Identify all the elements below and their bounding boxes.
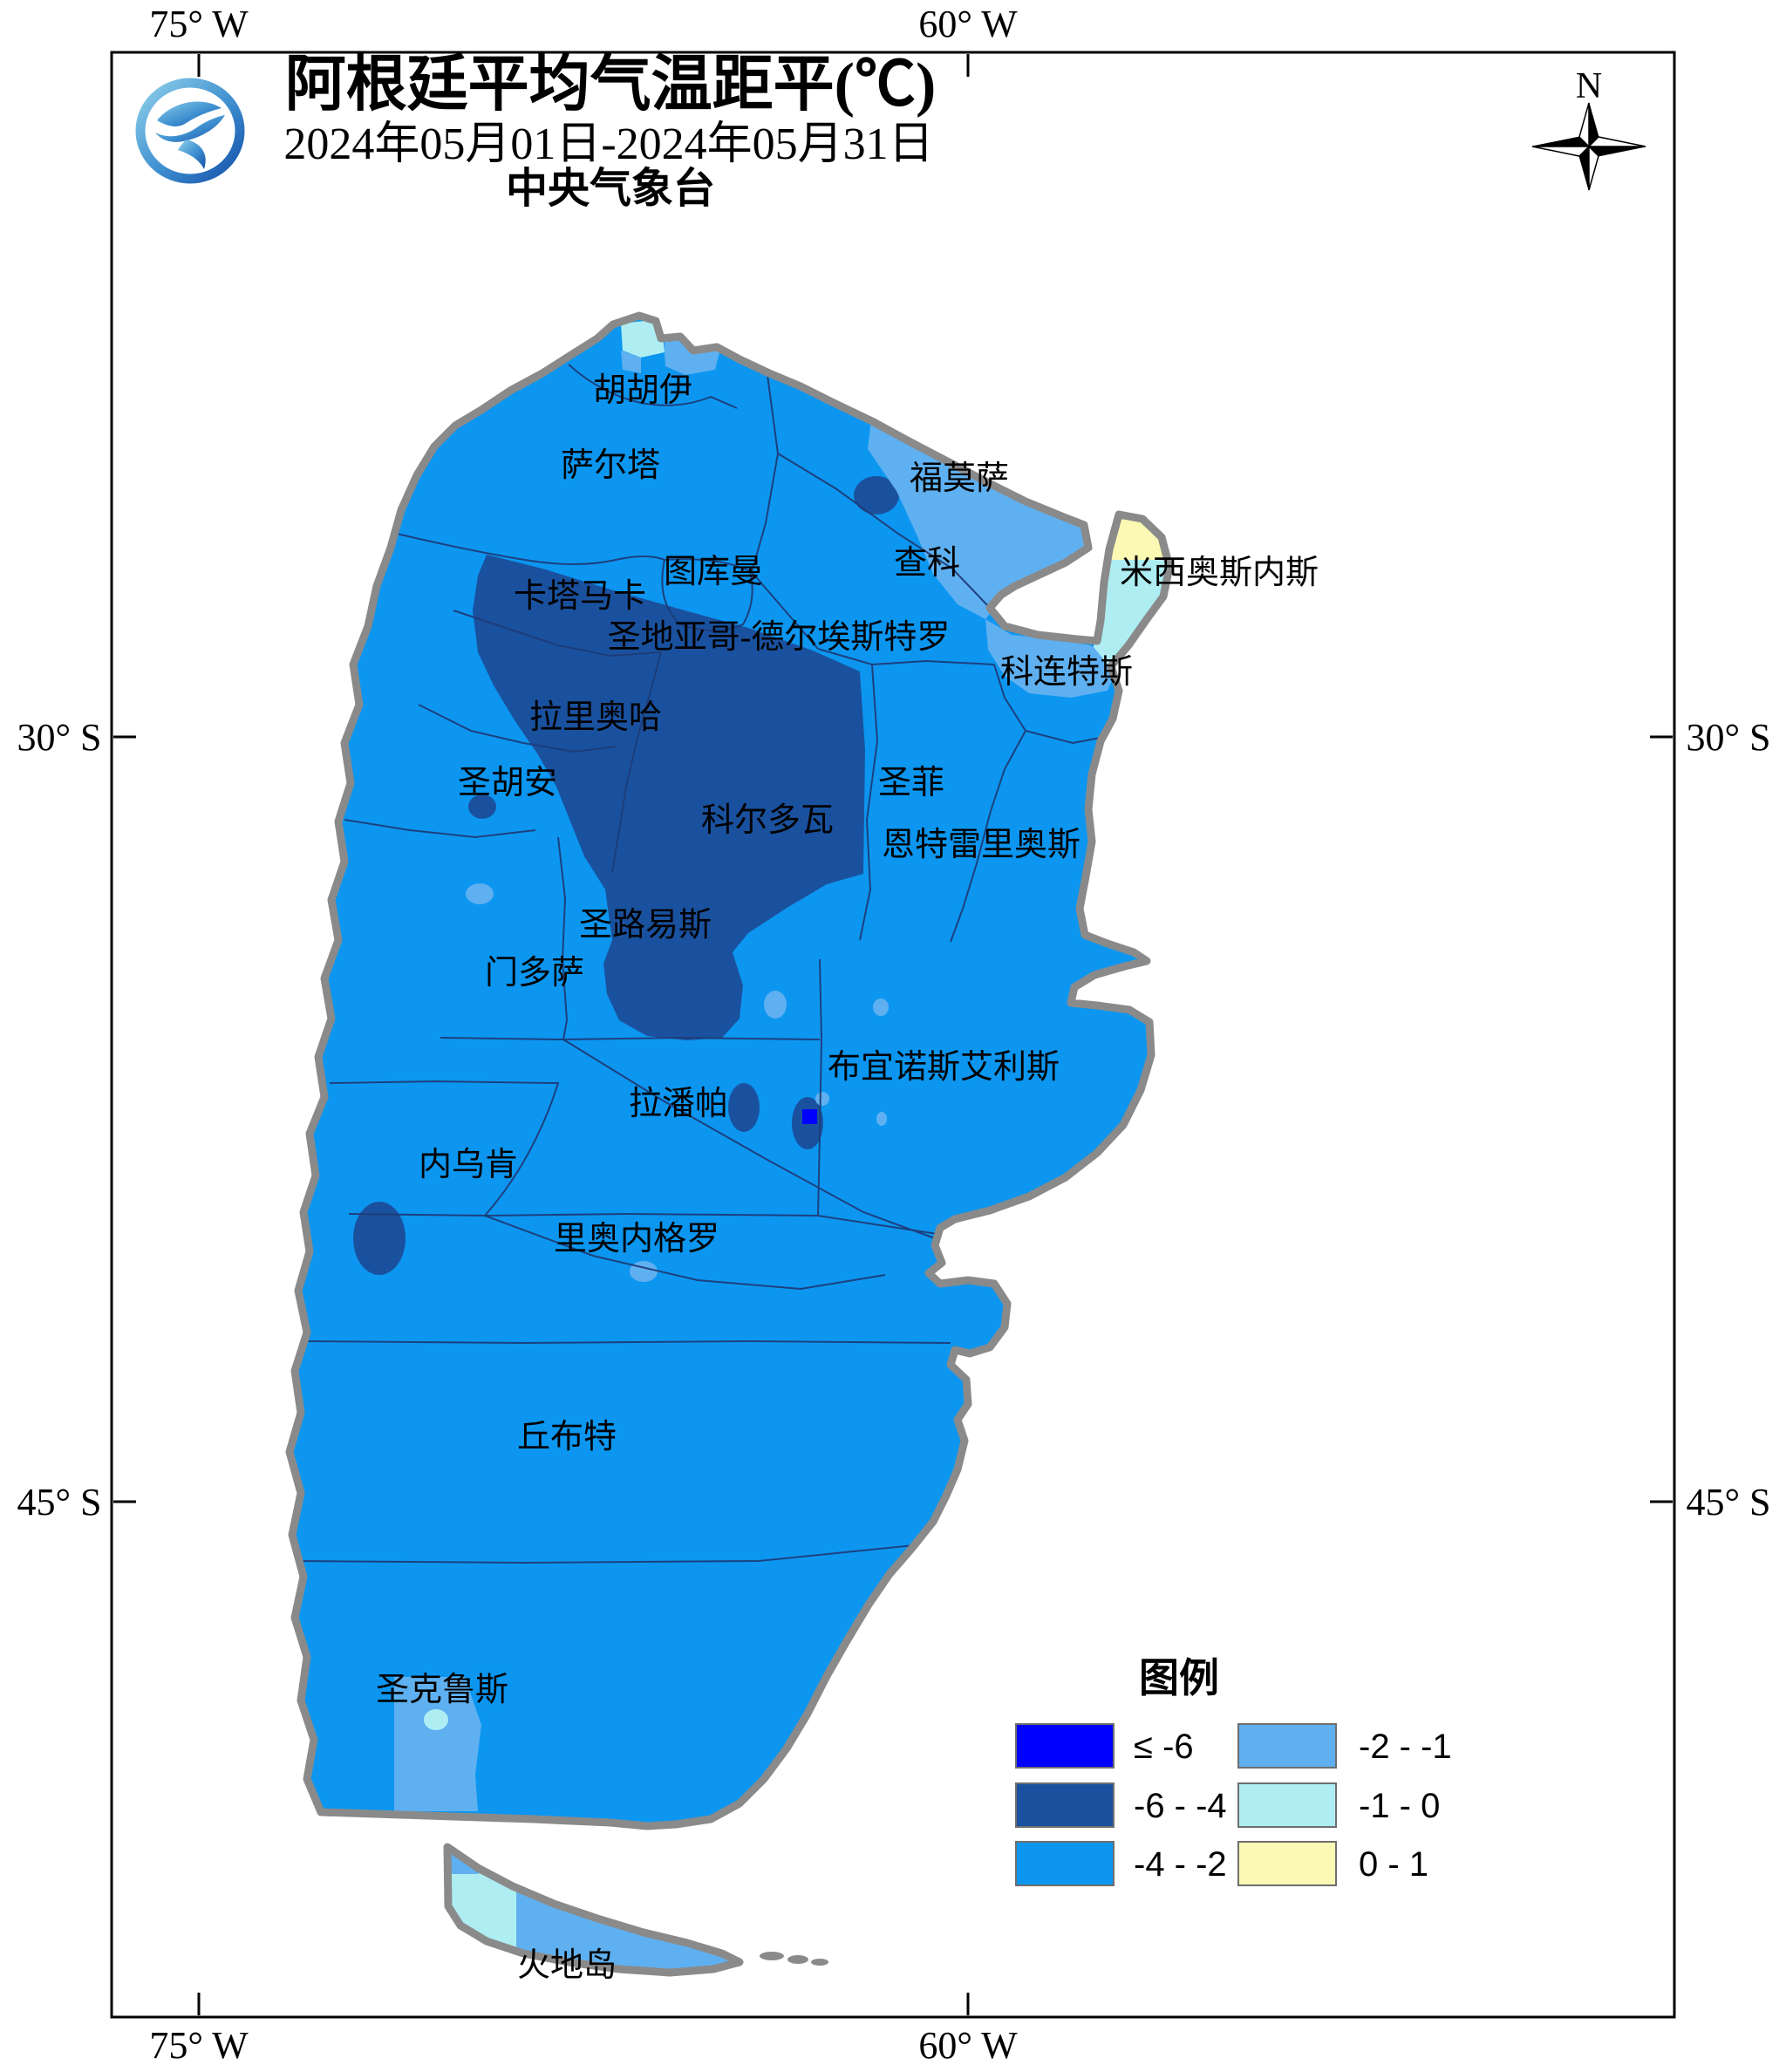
province-label-jujuy: 胡胡伊: [593, 372, 692, 409]
province-label-tierra-del-fuego: 火地岛: [517, 1947, 617, 1984]
province-label-chaco: 查科: [894, 545, 960, 582]
legend-swatch-minus6-minus4: [1015, 1782, 1115, 1828]
province-label-san-juan: 圣胡安: [458, 765, 557, 801]
province-label-formosa: 福莫萨: [910, 460, 1009, 497]
province-label-mendoza: 门多萨: [485, 955, 584, 992]
axis-label-bottom-right: 60° W: [918, 2024, 1018, 2067]
province-labels: 胡胡伊 萨尔塔 福莫萨 查科 米西奥斯内斯 卡塔马卡 图库曼 圣地亚哥-德尔埃斯…: [376, 372, 1319, 1984]
north-arrow-label: N: [1576, 66, 1602, 106]
axis-label-left-lower: 45° S: [17, 1481, 101, 1523]
axis-label-top-left: 75° W: [149, 3, 249, 45]
anomaly-zone-minus2-minus1: [394, 331, 1121, 1811]
province-label-cordoba: 科尔多瓦: [701, 802, 834, 839]
legend-title: 图例: [1139, 1656, 1219, 1701]
legend: 图例 ≤ -6 -6 - -4 -4 - -2 -2 - -1 -1 - 0 0…: [1015, 1656, 1452, 1886]
date-range: 2024年05月01日-2024年05月31日: [283, 119, 933, 169]
anomaly-zone-minus6-minus4: [353, 476, 899, 1275]
map-frame: [110, 51, 1676, 2019]
north-arrow: N: [1531, 66, 1646, 191]
province-label-entre-rios: 恩特雷里奥斯: [882, 827, 1080, 863]
agency-name: 中央气象台: [506, 166, 715, 212]
province-label-corrientes: 科连特斯: [1000, 654, 1133, 691]
province-label-catamarca: 卡塔马卡: [514, 578, 646, 615]
axis-ticks: [113, 54, 1673, 2015]
province-label-tucuman: 图库曼: [664, 554, 763, 590]
axis-label-left-upper: 30° S: [17, 716, 101, 759]
legend-swatch-minus1-0: [1237, 1782, 1337, 1828]
isla-de-los-estados: [760, 1952, 828, 1966]
anomaly-zone-minus1-0: [424, 319, 1167, 1730]
legend-label-0-1: 0 - 1: [1359, 1845, 1428, 1884]
province-label-la-pampa: 拉潘帕: [629, 1086, 728, 1122]
axis-label-top-right: 60° W: [918, 3, 1018, 45]
legend-swatch-minus4-minus2: [1015, 1841, 1115, 1886]
legend-swatch-0-1: [1237, 1841, 1337, 1886]
axis-label-bottom-left: 75° W: [149, 2024, 249, 2067]
anomaly-zone-le-minus6: [802, 1109, 817, 1124]
province-label-santa-cruz: 圣克鲁斯: [376, 1672, 508, 1708]
legend-label-minus2-minus1: -2 - -1: [1359, 1728, 1452, 1766]
page-title: 阿根廷平均气温距平(℃): [285, 51, 937, 119]
legend-label-minus1-0: -1 - 0: [1359, 1787, 1440, 1825]
legend-label-minus4-minus2: -4 - -2: [1134, 1845, 1227, 1884]
axis-label-right-lower: 45° S: [1686, 1481, 1770, 1523]
axis-label-right-upper: 30° S: [1686, 716, 1770, 759]
cma-logo: [135, 78, 245, 184]
legend-label-le-minus6: ≤ -6: [1134, 1728, 1194, 1766]
province-label-san-luis: 圣路易斯: [579, 907, 712, 944]
legend-label-minus6-minus4: -6 - -4: [1134, 1787, 1227, 1825]
anomaly-zone-0-1: [1106, 510, 1167, 560]
province-label-salta: 萨尔塔: [561, 447, 660, 484]
province-label-santiago-del-estero: 圣地亚哥-德尔埃斯特罗: [608, 619, 951, 656]
argentina-map: 胡胡伊 萨尔塔 福莫萨 查科 米西奥斯内斯 卡塔马卡 图库曼 圣地亚哥-德尔埃斯…: [290, 316, 1319, 1984]
province-label-rio-negro: 里奥内格罗: [554, 1221, 719, 1258]
province-label-la-rioja: 拉里奥哈: [529, 699, 662, 736]
province-borders: [294, 364, 1101, 1564]
province-label-misiones: 米西奥斯内斯: [1120, 555, 1319, 591]
legend-swatch-minus2-minus1: [1237, 1723, 1337, 1769]
province-label-buenos-aires: 布宜诺斯艾利斯: [828, 1049, 1060, 1086]
province-label-neuquen: 内乌肯: [419, 1147, 518, 1183]
legend-swatch-le-minus6: [1015, 1723, 1115, 1769]
province-label-chubut: 丘布特: [517, 1419, 617, 1455]
province-label-santa-fe: 圣菲: [878, 765, 944, 801]
